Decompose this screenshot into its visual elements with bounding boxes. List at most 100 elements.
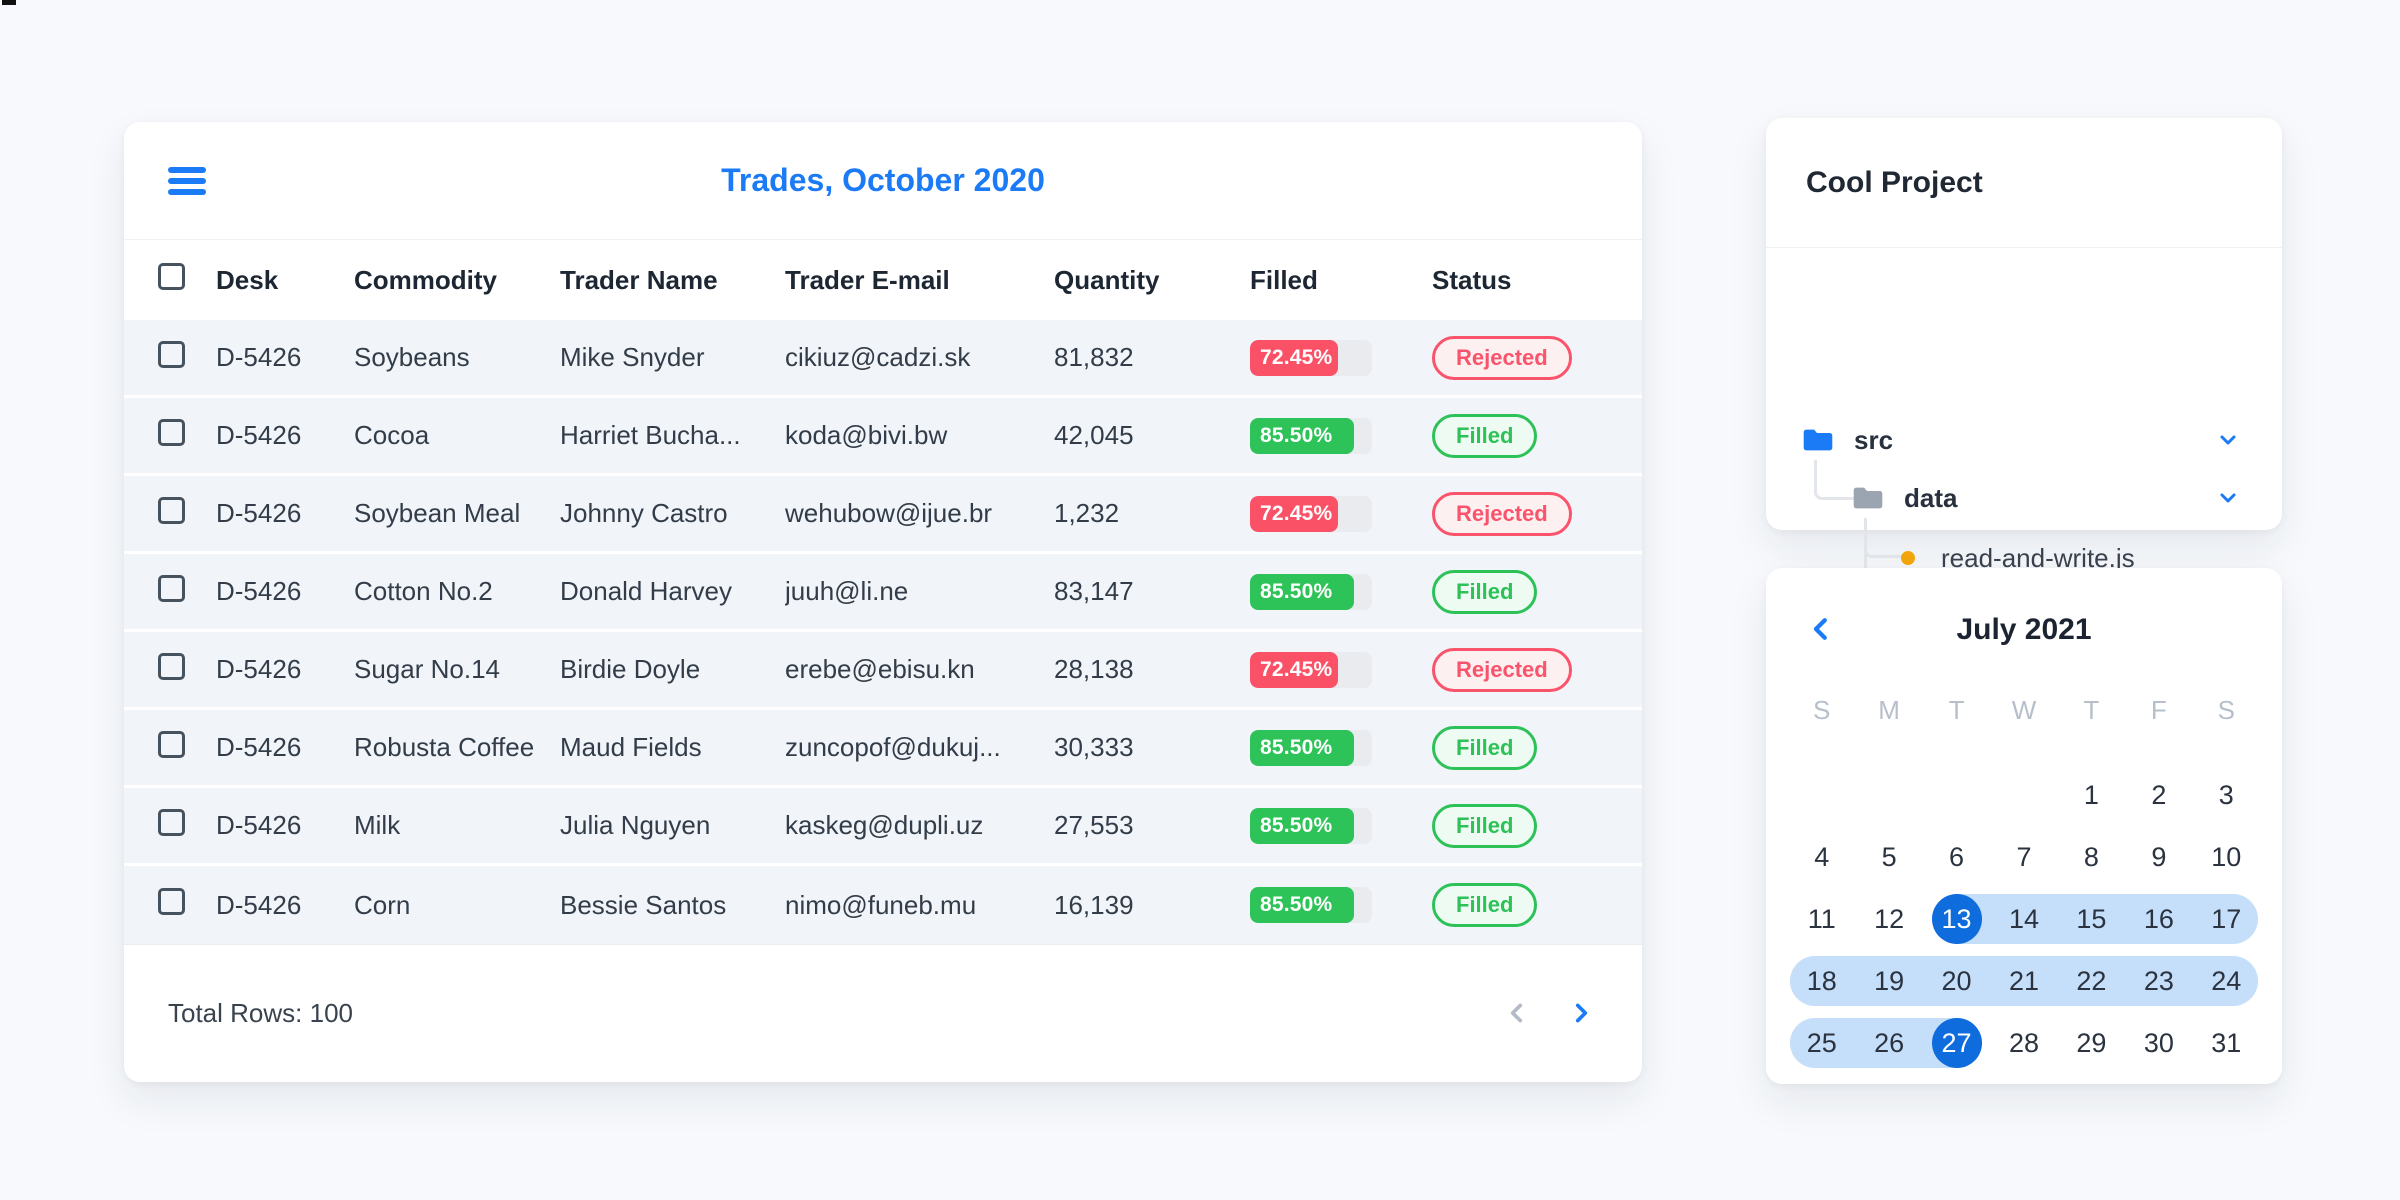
filled-progress: 85.50% [1250,729,1372,766]
row-checkbox[interactable] [158,730,185,758]
calendar-day[interactable]: 20 [1922,950,1991,1012]
cell-quantity: 30,333 [1054,732,1134,762]
calendar-day[interactable]: 2 [2125,764,2192,826]
day-number: 27 [1931,1018,1982,1068]
calendar-day[interactable]: 29 [2058,1012,2125,1074]
cell-trader-name: Mike Snyder [560,342,705,372]
tree-item-label: src [1854,424,1894,455]
calendar-day[interactable]: 3 [2193,764,2260,826]
calendar-day[interactable]: 28 [1990,1012,2057,1074]
select-all-checkbox[interactable] [158,263,185,290]
chevron-down-icon[interactable] [2216,486,2240,510]
calendar-day[interactable]: 19 [1855,950,1924,1012]
calendar-day[interactable]: 1 [2058,764,2125,826]
menu-icon[interactable] [168,166,206,195]
row-checkbox[interactable] [158,418,185,446]
weekday-label: S [2217,694,2235,725]
calendar-day[interactable]: 12 [1855,888,1922,950]
day-number: 3 [2218,779,2234,810]
calendar-day[interactable]: 23 [2125,950,2193,1012]
calendar-day[interactable]: 4 [1788,826,1855,888]
calendar-day[interactable]: 5 [1855,826,1922,888]
status-badge: Rejected [1432,491,1572,536]
row-checkbox[interactable] [158,808,185,836]
calendar-empty-cell [1923,764,1990,826]
calendar-day[interactable]: 7 [1990,826,2057,888]
day-number: 5 [1881,841,1897,872]
table-footer: Total Rows: 100 [124,944,1642,1081]
cell-quantity: 1,232 [1054,498,1120,528]
chevron-down-icon[interactable] [2216,428,2240,452]
js-file-icon [1901,551,1915,565]
cell-desk: D-5426 [216,889,302,920]
calendar-day[interactable]: 27 [1922,1012,1990,1074]
prev-page-icon[interactable] [1502,998,1532,1028]
cell-commodity: Robusta Coffee [354,732,535,762]
cell-trader-name: Maud Fields [560,732,702,762]
filled-percent-label: 85.50% [1260,735,1333,759]
cell-trader-email: kaskeg@dupli.uz [785,810,984,840]
calendar-day[interactable]: 22 [2057,950,2126,1012]
table-row: D-5426 Sugar No.14 Birdie Doyle erebe@ebisu… [124,632,1642,710]
calendar-day[interactable]: 11 [1788,888,1855,950]
calendar-day[interactable]: 31 [2193,1012,2260,1074]
folder-icon [1803,429,1833,451]
day-number: 24 [2211,965,2242,996]
cell-trader-email: cikiuz@cadzi.sk [785,342,971,372]
table-title: Trades, October 2020 [721,162,1045,198]
calendar-day[interactable]: 30 [2125,1012,2192,1074]
calendar-day[interactable]: 10 [2193,826,2260,888]
cell-trader-name: Bessie Santos [560,889,727,920]
day-number: 2 [2151,779,2167,810]
table-row: D-5426 Milk Julia Nguyen kaskeg@dupli.uz 27,… [124,788,1642,866]
calendar-month-title: July 2021 [1956,613,2092,646]
cell-commodity: Soybeans [354,342,470,372]
row-checkbox[interactable] [158,496,185,524]
day-number: 26 [1874,1027,1905,1058]
calendar-day[interactable]: 24 [2192,950,2260,1012]
cell-desk: D-5426 [216,420,302,450]
filled-progress: 72.45% [1250,339,1372,376]
prev-month-icon[interactable] [1806,614,1836,644]
status-badge: Filled [1432,725,1538,770]
calendar-day[interactable]: 9 [2125,826,2192,888]
calendar-empty-cell [1990,764,2057,826]
calendar-day[interactable]: 6 [1923,826,1990,888]
tree-item-src[interactable]: src [1802,418,1893,462]
column-header: Quantity [1054,264,1160,295]
cell-quantity: 16,139 [1054,889,1134,920]
tree-connector [1814,460,1854,500]
calendar-day[interactable]: 16 [2125,888,2193,950]
cell-trader-email: zuncopof@dukuj... [785,732,1001,762]
calendar-day[interactable]: 13 [1923,888,1991,950]
calendar-day[interactable]: 14 [1990,888,2059,950]
table-row: D-5426 Soybean Meal Johnny Castro wehubow@i… [124,476,1642,554]
calendar-day[interactable]: 18 [1788,950,1856,1012]
calendar-day[interactable]: 17 [2192,888,2260,950]
row-checkbox[interactable] [158,574,185,602]
row-checkbox[interactable] [158,340,185,368]
trades-table-card: Trades, October 2020 Desk Commodity Trader… [124,122,1642,1082]
calendar-day-grid: 1 2 3 4 5 6 7 8 9 10 11 12 13 14 15 16 17 18 19 20 21 22 23 24 2… [1766,764,2282,1074]
calendar-day[interactable]: 25 [1788,1012,1856,1074]
tree-item-file[interactable]: read-and-write.js [1901,536,2135,580]
status-badge: Filled [1432,413,1538,458]
day-number: 9 [2151,841,2167,872]
cell-desk: D-5426 [216,810,302,840]
filled-percent-label: 72.45% [1260,501,1333,525]
calendar-day[interactable]: 21 [1990,950,2059,1012]
row-checkbox[interactable] [158,652,185,680]
weekday-label: W [2011,694,2037,725]
status-badge: Filled [1432,803,1538,848]
cell-commodity: Sugar No.14 [354,654,500,684]
next-page-icon[interactable] [1566,998,1596,1028]
tree-item-data[interactable]: data [1852,476,1957,520]
status-badge: Rejected [1432,335,1572,380]
table-row: D-5426 Robusta Coffee Maud Fields zuncopof@… [124,710,1642,788]
cell-trader-name: Harriet Bucha... [560,420,741,450]
calendar-day[interactable]: 15 [2057,888,2126,950]
calendar-day[interactable]: 8 [2058,826,2125,888]
calendar-day[interactable]: 26 [1855,1012,1924,1074]
row-checkbox[interactable] [158,888,185,915]
table-body: D-5426 Soybeans Mike Snyder cikiuz@cadzi.sk… [124,320,1642,944]
